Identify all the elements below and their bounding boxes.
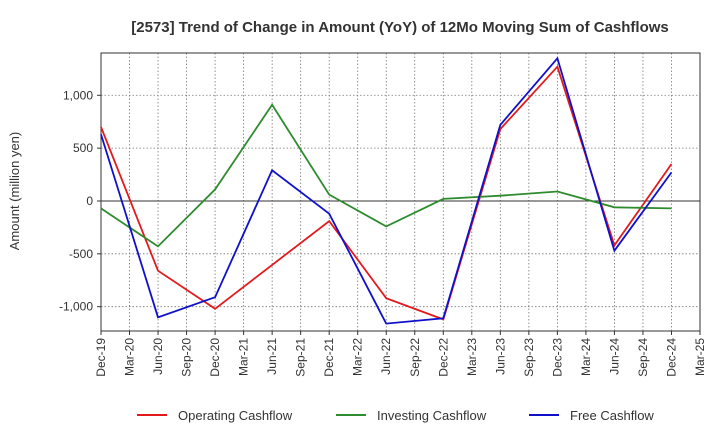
x-tick-label: Dec-20 [208, 338, 222, 377]
y-tick-label: -500 [69, 247, 93, 261]
x-tick-label: Sep-23 [522, 338, 536, 377]
x-tick-label: Jun-20 [151, 338, 165, 375]
y-tick-label: 500 [73, 141, 93, 155]
legend-label-investing-cashflow: Investing Cashflow [377, 408, 487, 423]
x-tick-label: Dec-21 [322, 338, 336, 377]
x-tick-label: Jun-24 [607, 338, 621, 375]
chart-title: [2573] Trend of Change in Amount (YoY) o… [131, 19, 669, 36]
series-line-free-cashflow [100, 56, 673, 325]
y-axis-label: Amount (million yen) [7, 132, 22, 251]
x-tick-label: Dec-24 [664, 338, 678, 377]
x-tick-label: Dec-22 [436, 338, 450, 377]
y-tick-label: -1,000 [59, 300, 93, 314]
x-tick-label: Jun-21 [265, 338, 279, 375]
x-tick-label: Mar-20 [123, 338, 137, 376]
x-tick-label: Sep-22 [408, 338, 422, 377]
series-layer [100, 56, 673, 325]
series-line-investing-cashflow [100, 103, 672, 248]
x-tick-label: Sep-24 [636, 338, 650, 377]
x-tick-label: Jun-23 [493, 338, 507, 375]
x-axis-ticks: Dec-19 Mar-20 Jun-20 Sep-20 Dec-20 Mar-21 Jun-… [94, 331, 707, 377]
legend-label-operating-cashflow: Operating Cashflow [178, 408, 293, 423]
x-tick-label: Dec-19 [94, 338, 108, 377]
x-tick-label: Jun-22 [379, 338, 393, 375]
y-tick-label: 1,000 [63, 88, 93, 102]
y-axis-ticks: 1,000 500 0 -500 -1,000 [59, 88, 101, 314]
x-tick-label: Mar-21 [237, 338, 251, 376]
legend-label-free-cashflow: Free Cashflow [570, 408, 654, 423]
grid-lines [100, 53, 701, 331]
x-tick-label: Mar-24 [579, 338, 593, 376]
x-tick-label: Sep-21 [294, 338, 308, 377]
x-tick-label: Mar-22 [351, 338, 365, 376]
plot-frame [100, 52, 701, 332]
x-tick-label: Mar-23 [465, 338, 479, 376]
x-tick-label: Sep-20 [180, 338, 194, 377]
y-tick-label: 0 [86, 194, 93, 208]
x-tick-label: Dec-23 [550, 338, 564, 377]
legend: Operating Cashflow Investing Cashflow Free… [137, 408, 654, 423]
x-tick-label: Mar-25 [693, 338, 707, 376]
